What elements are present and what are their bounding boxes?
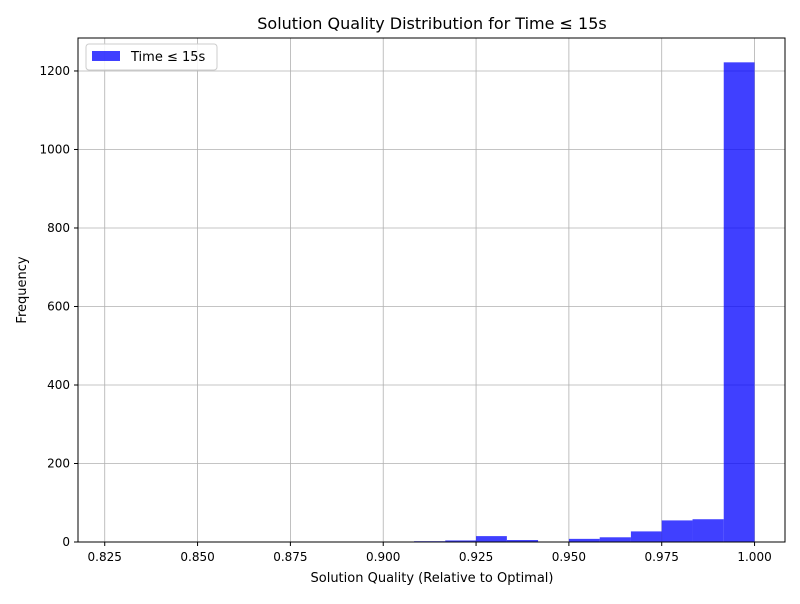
legend: Time ≤ 15s [86,44,217,70]
y-tick-label: 400 [47,378,70,392]
histogram-bar [724,62,755,542]
x-axis-label: Solution Quality (Relative to Optimal) [311,571,554,586]
chart-title: Solution Quality Distribution for Time ≤… [257,14,606,33]
x-tick-label: 0.925 [459,550,493,564]
y-tick-label: 600 [47,299,70,313]
x-tick-label: 0.900 [366,550,400,564]
y-tick-label: 1200 [39,64,70,78]
y-tick-label: 0 [62,535,70,549]
y-axis-label: Frequency [15,256,30,323]
x-tick-label: 0.825 [88,550,122,564]
histogram-bar [476,536,507,542]
x-tick-label: 0.850 [180,550,214,564]
histogram-bar [693,519,724,542]
x-tick-label: 1.000 [737,550,771,564]
histogram-bar [600,537,631,542]
y-tick-label: 200 [47,456,70,470]
histogram-bar [662,520,693,542]
legend-label: Time ≤ 15s [130,50,206,65]
x-tick-label: 0.975 [645,550,679,564]
x-tick-label: 0.875 [273,550,307,564]
legend-swatch [92,51,120,61]
x-tick-label: 0.950 [552,550,586,564]
y-tick-label: 800 [47,221,70,235]
histogram-bar [631,531,662,542]
y-tick-label: 1000 [39,142,70,156]
